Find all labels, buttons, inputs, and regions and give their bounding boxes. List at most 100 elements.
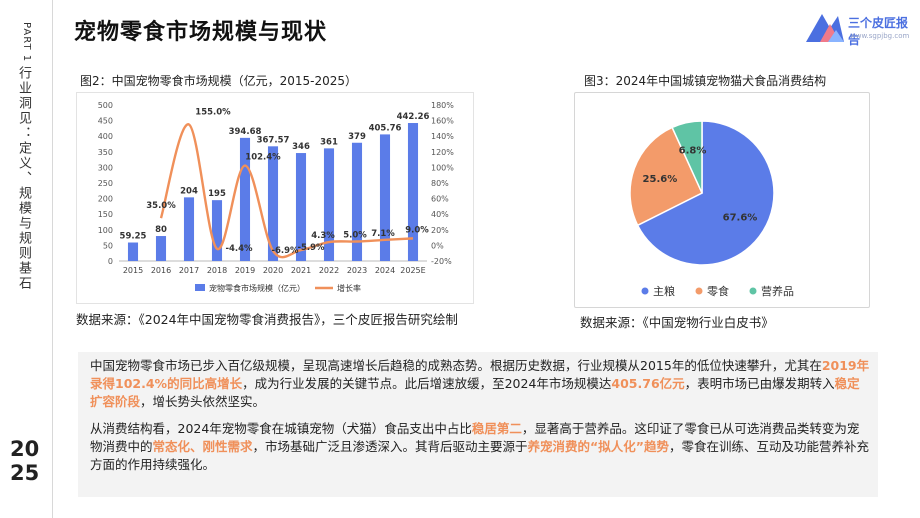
pie-slice bbox=[629, 126, 703, 227]
y-left-tick-label: 500 bbox=[98, 101, 113, 110]
bar-value-label: 405.76 bbox=[369, 123, 402, 133]
logo-text: 三个皮匠报告 bbox=[848, 16, 909, 47]
y-right-tick-label: 80% bbox=[431, 179, 449, 188]
legend-swatch bbox=[749, 287, 757, 295]
y-right-tick-label: 60% bbox=[431, 195, 449, 204]
bar-value-label: 367.57 bbox=[257, 135, 290, 145]
sidebar-divider bbox=[52, 0, 53, 518]
left-chart-panel: 0 50 100 150 200 250 300 350 400 450 500 -20% 0% 20% 4… bbox=[76, 92, 474, 304]
market-size-bar bbox=[127, 242, 139, 261]
market-size-bar bbox=[211, 200, 223, 261]
summary-paragraph-2: 从消费结构看，2024年宠物零食在城镇宠物（犬猫）食品支出中占比稳居第二，显著高… bbox=[90, 420, 870, 474]
x-tick-label: 2022 bbox=[319, 266, 339, 275]
market-size-bar bbox=[183, 197, 195, 261]
body-text: ，市场基础广泛且渗透深入。其背后驱动主要源于 bbox=[252, 439, 528, 454]
growth-rate-label: 7.1% bbox=[371, 229, 395, 239]
y-left-tick-label: 50 bbox=[103, 241, 113, 250]
y-right-tick-label: 40% bbox=[431, 210, 449, 219]
legend-label: 零食 bbox=[707, 284, 729, 298]
x-tick-label: 2021 bbox=[291, 266, 311, 275]
brand-logo: 三个皮匠报告 www.sgpjbg.com bbox=[800, 6, 916, 50]
growth-rate-label: -5.9% bbox=[297, 243, 325, 253]
growth-rate-label: 35.0% bbox=[146, 201, 176, 211]
market-size-chart: 0 50 100 150 200 250 300 350 400 450 500 -20% 0% 20% 4… bbox=[98, 101, 455, 293]
x-tick-label: 2018 bbox=[207, 266, 227, 275]
x-tick-label: 2017 bbox=[179, 266, 199, 275]
x-tick-label: 2020 bbox=[263, 266, 283, 275]
consumption-pie-chart: 67.6% 25.6% 6.8% 主粮 零食 营养品 bbox=[629, 120, 794, 298]
market-size-bar bbox=[351, 142, 363, 261]
body-text: 中国宠物零食市场已步入百亿级规模，呈现高速增长后趋稳的成熟态势。根据历史数据，行… bbox=[90, 358, 822, 373]
y-left-tick-label: 400 bbox=[98, 132, 113, 141]
bar-value-label: 80 bbox=[155, 225, 167, 235]
pie-slice bbox=[671, 120, 703, 194]
market-size-bar bbox=[267, 146, 279, 261]
body-text: ，成为行业发展的关键节点。此后增速放缓，至2024年市场规模达 bbox=[242, 376, 612, 391]
highlight-text: 405.76亿元 bbox=[611, 376, 685, 391]
pie-slice-label: 6.8% bbox=[679, 145, 707, 156]
bar-value-label: 195 bbox=[208, 189, 226, 199]
summary-box: 中国宠物零食市场已步入百亿级规模，呈现高速增长后趋稳的成熟态势。根据历史数据，行… bbox=[78, 352, 878, 497]
logo-icon bbox=[806, 14, 844, 42]
x-tick-label: 2024 bbox=[375, 266, 395, 275]
y-left-tick-label: 250 bbox=[98, 179, 113, 188]
body-text: ，零食在训练、互动及功能营养补充方面的作用持续强化。 bbox=[90, 439, 869, 472]
growth-rate-label: -4.4% bbox=[225, 244, 253, 254]
y-left-tick-label: 100 bbox=[98, 226, 113, 235]
body-text: ，表明市场已由爆发期转入 bbox=[684, 376, 835, 391]
y-right-tick-label: -20% bbox=[431, 257, 452, 266]
legend-label: 营养品 bbox=[761, 284, 794, 298]
market-size-bar bbox=[239, 137, 251, 261]
growth-rate-label: 102.4% bbox=[245, 153, 281, 163]
year-bottom: 25 bbox=[10, 461, 40, 485]
y-right-tick-label: 20% bbox=[431, 226, 449, 235]
bar-value-label: 59.25 bbox=[120, 232, 147, 242]
y-right-tick-label: 120% bbox=[431, 148, 454, 157]
bar-value-label: 346 bbox=[292, 142, 310, 152]
right-chart-panel: 67.6% 25.6% 6.8% 主粮 零食 营养品 bbox=[574, 92, 870, 308]
bar-value-label: 204 bbox=[180, 186, 198, 196]
highlight-text: 2019年录得102.4%的同比高增长 bbox=[90, 358, 870, 391]
x-tick-label: 2016 bbox=[151, 266, 171, 275]
right-chart-caption: 图3：2024年中国城镇宠物猫犬食品消费结构 bbox=[584, 74, 827, 88]
legend-swatch bbox=[641, 287, 649, 295]
market-size-bar bbox=[155, 236, 167, 261]
y-right-tick-label: 160% bbox=[431, 117, 454, 126]
market-size-bar bbox=[407, 123, 419, 261]
growth-rate-label: 4.3% bbox=[311, 231, 335, 241]
logo-url: www.sgpjbg.com bbox=[850, 32, 910, 40]
right-chart-source: 数据来源：《中国宠物行业白皮书》 bbox=[580, 315, 774, 330]
growth-rate-label: 9.0% bbox=[405, 225, 429, 235]
section-title: 行业洞见：定义、规模与规则基石 bbox=[16, 66, 31, 291]
pie-slice bbox=[636, 120, 775, 266]
market-size-bar bbox=[379, 134, 391, 261]
pie-slice-label: 25.6% bbox=[643, 174, 678, 185]
body-text: ，显著高于营养品。这印证了零食已从可选消费品类转变为宠物消费中的 bbox=[90, 421, 860, 454]
y-left-tick-label: 0 bbox=[108, 257, 113, 266]
left-chart-caption: 图2：中国宠物零食市场规模（亿元，2015-2025） bbox=[80, 74, 358, 88]
x-tick-label: 2023 bbox=[347, 266, 367, 275]
y-right-tick-label: 180% bbox=[431, 101, 454, 110]
highlight-text: 稳居第二 bbox=[471, 421, 522, 436]
x-tick-label: 2015 bbox=[123, 266, 143, 275]
highlight-text: 养宠消费的“拟人化”趋势 bbox=[527, 439, 669, 454]
y-right-tick-label: 140% bbox=[431, 132, 454, 141]
y-left-tick-label: 450 bbox=[98, 117, 113, 126]
bar-value-label: 394.68 bbox=[229, 127, 262, 137]
highlight-text: 稳定扩容阶段 bbox=[90, 376, 860, 409]
legend-bar-swatch bbox=[195, 284, 205, 291]
y-left-tick-label: 300 bbox=[98, 163, 113, 172]
x-tick-label: 2025E bbox=[400, 266, 425, 275]
growth-rate-label: 155.0% bbox=[195, 108, 231, 118]
summary-paragraph-1: 中国宠物零食市场已步入百亿级规模，呈现高速增长后趋稳的成熟态势。根据历史数据，行… bbox=[90, 357, 870, 411]
year-top: 20 bbox=[10, 437, 40, 461]
bar-value-label: 361 bbox=[320, 137, 338, 147]
legend-line-label: 增长率 bbox=[337, 283, 361, 293]
bar-value-label: 442.26 bbox=[397, 112, 430, 122]
market-size-bar bbox=[323, 148, 335, 261]
highlight-text: 常态化、刚性需求 bbox=[152, 439, 253, 454]
legend-label: 主粮 bbox=[653, 284, 675, 298]
legend-swatch bbox=[695, 287, 703, 295]
part-label: PART 1 bbox=[21, 22, 32, 63]
bar-value-label: 379 bbox=[348, 132, 366, 142]
